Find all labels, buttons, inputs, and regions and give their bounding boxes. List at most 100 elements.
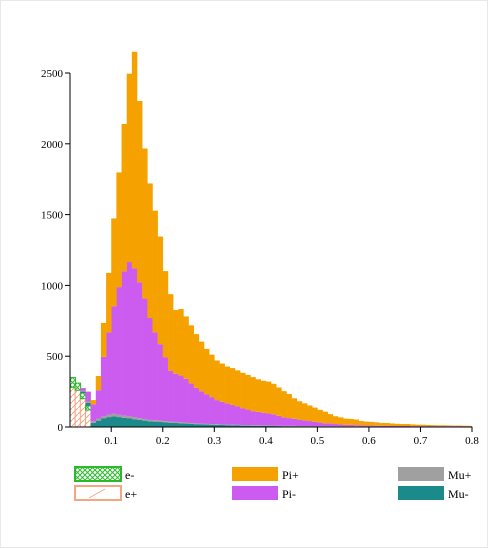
bar [106,417,112,427]
bar [265,425,272,426]
bar [116,414,122,418]
bar [322,423,328,427]
bar [286,394,292,419]
bar [121,271,127,416]
bar [152,421,158,427]
bar [281,391,287,418]
bar [399,424,406,427]
x-axis-ticks: 0.1 0.2 0.3 0.4 0.5 0.6 0.7 0.8 [104,427,479,447]
bar [250,377,256,412]
bar [69,386,76,428]
bar [430,425,437,427]
bar [466,425,473,427]
bar [312,421,318,427]
histogram-bars [69,51,473,428]
bar [368,421,375,426]
bar [90,400,97,405]
bar [338,417,344,425]
bar [245,374,251,410]
bar [193,387,200,424]
bar [250,425,256,426]
bar [152,210,158,333]
bar [296,426,303,427]
legend-label: Pi+ [282,468,299,482]
bar [80,390,86,392]
bar [255,379,261,412]
bar [363,421,370,426]
bar [260,425,267,427]
bar [204,423,210,425]
bar [219,363,225,402]
legend-label: Mu- [448,487,469,501]
bar [271,383,277,415]
bar [193,423,200,425]
bar [317,422,323,427]
bar [430,426,437,427]
bar [301,426,308,427]
bar [456,425,462,427]
bar [435,426,442,427]
bar [111,306,117,414]
bar [348,418,354,425]
bar [85,401,91,403]
bar [451,425,457,427]
legend-label: Pi- [282,487,296,501]
bar [312,407,318,422]
bar [399,426,406,427]
bar [291,398,298,419]
bar [461,426,468,427]
bar [394,426,401,427]
bar [152,332,158,421]
bar [80,388,86,391]
legend-label: e+ [125,487,137,501]
bar [95,376,102,391]
legend-label: e- [125,468,134,482]
bar [167,422,174,427]
bar [147,421,153,427]
legend-swatch [398,486,444,500]
bar [188,383,194,424]
bar [188,325,194,384]
bar [271,414,277,426]
bar [219,424,225,426]
bar [90,422,97,427]
bar [95,420,102,427]
bar [229,404,236,425]
bar [116,417,122,427]
bar [358,425,365,427]
bar [79,398,87,428]
legend-swatch [232,467,278,481]
bar [338,426,344,427]
legend-item-pi-: Pi+ [232,467,299,482]
bar [368,425,375,427]
bar [446,426,452,427]
bar [420,426,426,427]
bar [183,378,189,423]
bar [183,423,189,427]
bar [193,334,200,388]
bar [69,376,76,388]
bar [80,391,86,394]
bar [142,148,148,299]
bar [410,426,416,427]
bar [240,425,246,427]
bar [157,422,164,427]
bar [317,409,323,423]
bar [79,392,87,400]
bar [95,418,102,421]
bar [131,419,138,427]
bar [111,218,117,307]
bar [142,420,148,427]
bar [374,425,380,427]
bar [332,424,339,427]
bar [137,282,143,419]
bar [343,424,349,427]
bar [162,357,169,422]
axes [69,73,472,428]
bar [456,426,462,427]
bar [162,271,169,358]
bar [157,420,164,423]
bar [178,423,184,427]
bar [307,426,313,427]
bar [137,101,143,283]
